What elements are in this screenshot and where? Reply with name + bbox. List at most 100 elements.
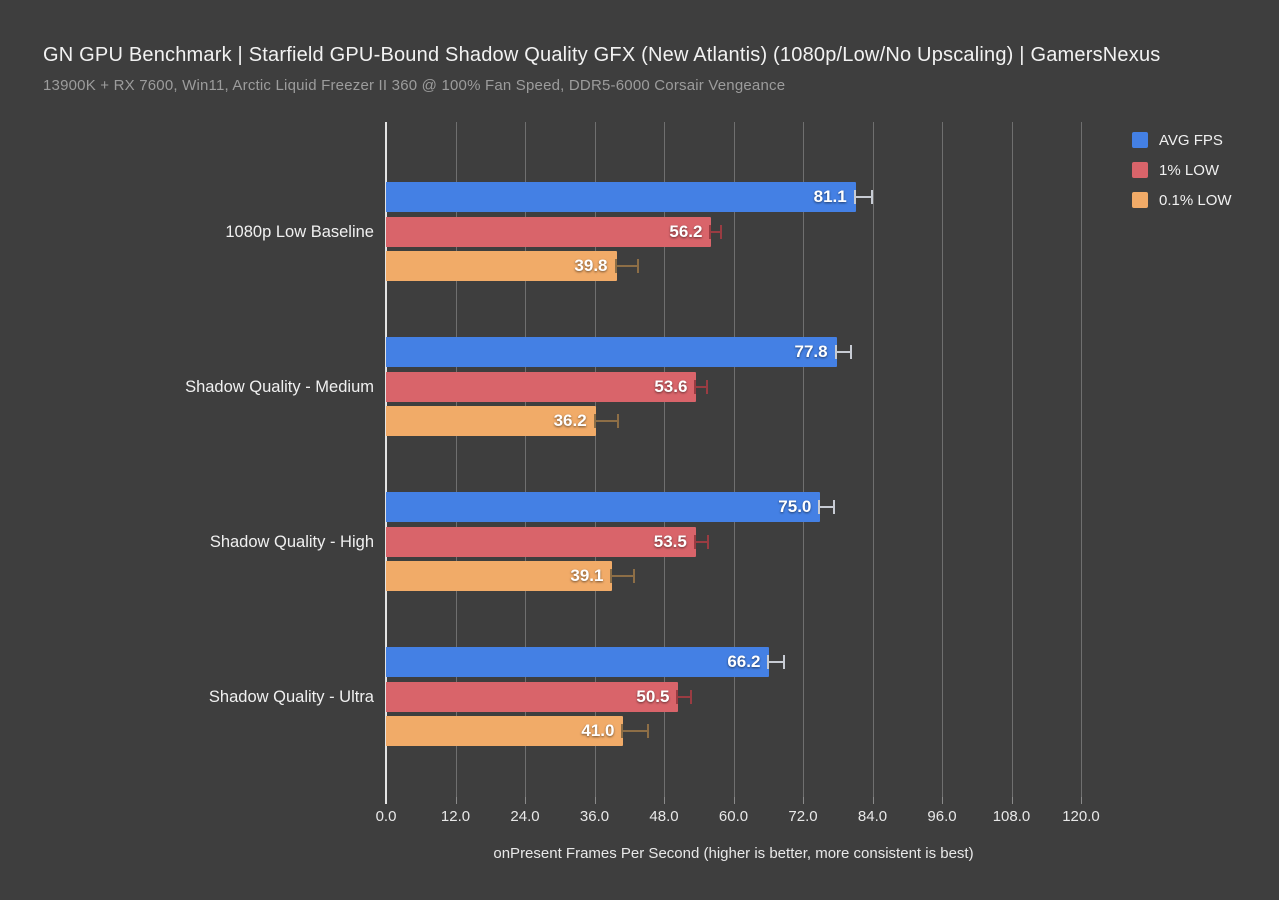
error-bar-line <box>836 351 851 353</box>
error-bar-line <box>695 540 707 543</box>
x-tick-label: 72.0 <box>788 808 818 825</box>
bar-avg-fps <box>386 492 821 522</box>
error-bar-cap-right <box>850 345 853 359</box>
axis-tick <box>733 797 735 804</box>
bar-value-label: 77.8 <box>794 342 828 361</box>
error-bar-line <box>711 230 720 233</box>
bar-value-label: 56.2 <box>669 221 703 241</box>
legend-label: 0.1% LOW <box>1159 191 1232 209</box>
bar-0-1-low <box>386 406 596 436</box>
bar-value-label: 53.6 <box>654 376 688 396</box>
error-bar-cap-right <box>616 414 619 428</box>
axis-tick <box>525 797 526 804</box>
legend-swatch <box>1132 132 1148 148</box>
error-bar-cap-left <box>614 259 617 273</box>
bar-0-1-low <box>386 561 613 591</box>
category-label: Shadow Quality - Ultra <box>208 687 374 706</box>
gridline <box>455 122 457 797</box>
bar-value-label: 53.5 <box>653 531 687 551</box>
axis-tick <box>664 797 665 804</box>
error-bar-line <box>623 730 647 732</box>
plot-area: 81.1 56.2 39.8 77.8 53.6 36.2 75.0 53.5 39.1 66.2… <box>385 122 1082 804</box>
bar-row: 53.6 <box>386 371 1081 402</box>
y-axis-line <box>385 122 387 797</box>
bar-avg-fps <box>386 182 856 212</box>
error-bar-cap-left <box>694 379 697 394</box>
axis-tick <box>455 797 457 804</box>
error-bar-cap-left <box>767 655 770 669</box>
error-bar-cap-right <box>690 689 693 704</box>
bar-row: 50.5 <box>386 681 1081 712</box>
bar-value-label: 41.0 <box>581 721 615 740</box>
bar-1-low <box>386 216 712 247</box>
category-label: Shadow Quality - Medium <box>185 377 374 396</box>
error-bar-cap-right <box>833 500 836 514</box>
gridline <box>942 122 943 797</box>
x-tick-label: 12.0 <box>440 808 471 825</box>
axis-tick <box>1081 797 1082 804</box>
gridline <box>872 122 874 797</box>
bar-1-low <box>386 526 696 557</box>
gridline <box>803 122 804 797</box>
error-bar-cap-right <box>646 724 649 738</box>
error-bar-line <box>696 385 707 388</box>
axis-tick <box>942 797 943 804</box>
error-bar-line <box>595 420 617 422</box>
bar-value-label: 81.1 <box>813 187 847 206</box>
error-bar-cap-left <box>709 224 712 239</box>
error-bar-cap-right <box>870 190 873 204</box>
bar-value-label: 36.2 <box>553 411 587 430</box>
category-label: 1080p Low Baseline <box>225 222 374 241</box>
bar-row: 36.2 <box>386 406 1081 436</box>
error-bar-line <box>855 196 871 198</box>
error-bar-cap-right <box>706 534 709 549</box>
axis-tick <box>872 797 874 804</box>
x-axis-label: onPresent Frames Per Second (higher is b… <box>493 845 974 862</box>
axis-tick <box>385 797 387 804</box>
gridline <box>664 122 665 797</box>
error-bar-line <box>769 661 784 663</box>
error-bar-cap-left <box>593 414 596 428</box>
x-tick-label: 48.0 <box>649 808 679 825</box>
gridline <box>594 122 596 797</box>
chart-title: GN GPU Benchmark | Starfield GPU-Bound S… <box>43 44 1161 66</box>
x-tick-label: 84.0 <box>857 808 888 825</box>
axis-tick <box>803 797 804 804</box>
error-bar-line <box>678 695 691 698</box>
x-tick-label: 0.0 <box>375 808 397 825</box>
bar-1-low <box>386 371 697 402</box>
bar-value-label: 50.5 <box>636 686 670 706</box>
legend-label: AVG FPS <box>1159 131 1223 149</box>
gridline <box>1011 122 1013 797</box>
x-tick-label: 108.0 <box>992 808 1031 825</box>
bar-row: 75.0 <box>386 492 1081 522</box>
bar-row: 81.1 <box>386 182 1081 212</box>
error-bar-line <box>616 265 638 267</box>
bar-0-1-low <box>386 716 624 746</box>
legend: AVG FPS 1% LOW 0.1% LOW <box>1132 125 1232 215</box>
bar-row: 41.0 <box>386 716 1081 746</box>
x-tick-label: 36.0 <box>579 808 610 825</box>
error-bar-cap-left <box>693 534 696 549</box>
bar-value-label: 39.1 <box>570 566 604 585</box>
x-tick-label: 24.0 <box>510 808 540 825</box>
legend-swatch <box>1132 192 1148 208</box>
axis-tick <box>594 797 596 804</box>
error-bar-cap-left <box>853 190 856 204</box>
gridline <box>1081 122 1082 797</box>
error-bar-cap-left <box>676 689 679 704</box>
error-bar-cap-left <box>610 569 613 583</box>
bar-row: 66.2 <box>386 647 1081 677</box>
error-bar-line <box>820 506 834 508</box>
bar-row: 39.1 <box>386 561 1081 591</box>
x-tick-label: 120.0 <box>1062 808 1100 825</box>
error-bar-cap-right <box>783 655 786 669</box>
legend-item: 0.1% LOW <box>1132 185 1232 215</box>
x-tick-label: 96.0 <box>927 808 957 825</box>
bar-avg-fps <box>386 337 837 367</box>
error-bar-cap-right <box>719 224 722 239</box>
bar-0-1-low <box>386 251 617 281</box>
legend-swatch <box>1132 162 1148 178</box>
error-bar-cap-left <box>818 500 821 514</box>
